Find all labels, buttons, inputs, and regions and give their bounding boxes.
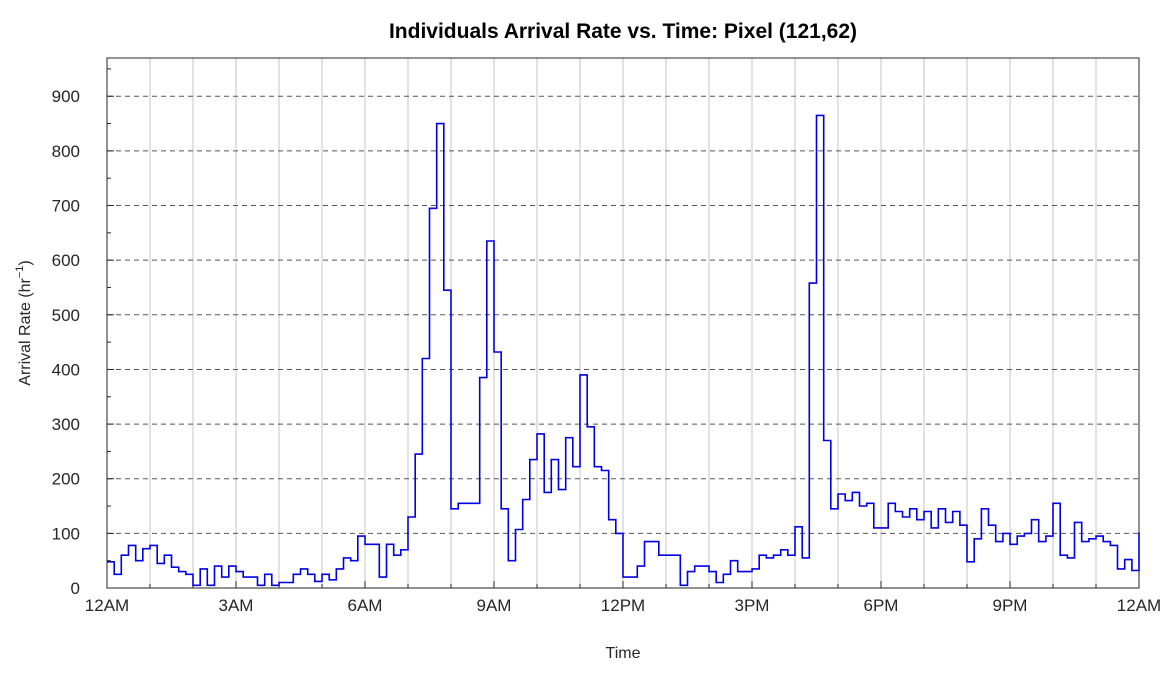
y-tick-label: 700: [52, 197, 80, 216]
x-gridlines: [149, 58, 1097, 588]
y-axis-label-superscript: −1: [14, 266, 26, 279]
chart-title: Individuals Arrival Rate vs. Time: Pixel…: [389, 20, 857, 43]
x-tick-label: 9PM: [993, 596, 1028, 615]
x-tick-label: 3PM: [735, 596, 770, 615]
x-tick-label: 3AM: [219, 596, 254, 615]
y-tick-label: 0: [71, 579, 80, 598]
y-tick-label: 100: [52, 524, 80, 543]
x-tick-label: 12PM: [601, 596, 645, 615]
x-tick-label: 9AM: [477, 596, 512, 615]
x-axis-label: Time: [606, 645, 641, 662]
y-tick-label: 500: [52, 306, 80, 325]
x-tick-label: 6AM: [348, 596, 383, 615]
y-axis-label: Arrival Rate (hr−1): [14, 260, 34, 385]
y-axis-ticks: 0 100 200 300 400 500 600 700 800 900: [52, 68, 114, 598]
y-tick-label: 600: [52, 251, 80, 270]
y-tick-label: 900: [52, 87, 80, 106]
y-gridlines: [107, 95, 1139, 534]
arrival-rate-series-line: [107, 114, 1140, 587]
y-axis-label-main: Arrival Rate (hr: [17, 277, 34, 385]
y-tick-label: 200: [52, 470, 80, 489]
y-axis-label-close: ): [17, 260, 34, 265]
y-tick-label: 300: [52, 415, 80, 434]
x-tick-label: 12AM: [85, 596, 129, 615]
x-axis-ticks: 12AM 3AM 6AM 9AM 12PM 3PM 6PM 9PM 12AM: [85, 581, 1161, 615]
y-tick-label: 800: [52, 142, 80, 161]
y-tick-label: 400: [52, 360, 80, 379]
x-tick-label: 6PM: [864, 596, 899, 615]
x-tick-label: 12AM: [1117, 596, 1161, 615]
